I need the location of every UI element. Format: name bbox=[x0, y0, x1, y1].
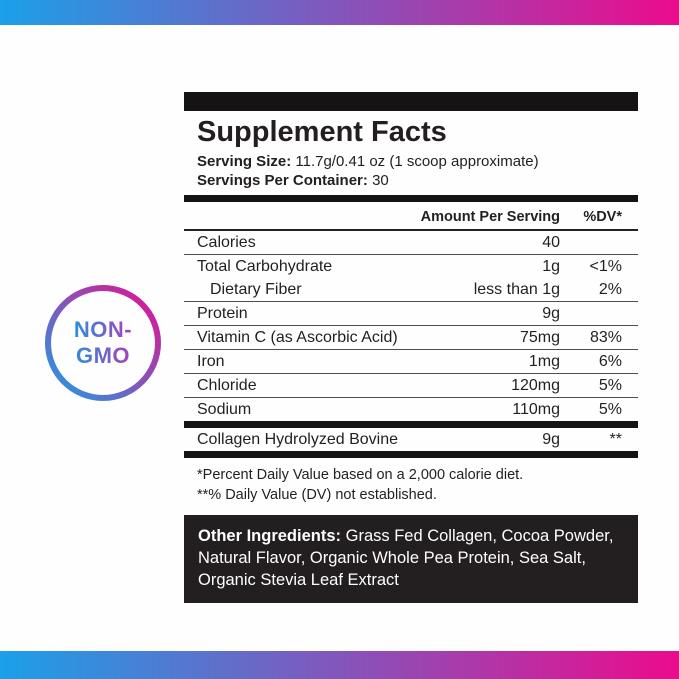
other-ingredients-box: Other Ingredients: Grass Fed Collagen, C… bbox=[184, 515, 638, 603]
row-separator bbox=[184, 397, 638, 398]
nutrient-name: Vitamin C (as Ascorbic Acid) bbox=[197, 328, 398, 346]
nutrient-dv: 6% bbox=[598, 352, 622, 370]
thick-divider bbox=[184, 451, 638, 458]
non-gmo-badge: NON- GMO bbox=[45, 285, 161, 401]
nutrient-name: Iron bbox=[197, 352, 225, 370]
serving-size-label: Serving Size: bbox=[197, 153, 292, 170]
header-percent-dv: %DV* bbox=[583, 209, 622, 225]
table-header-row: Amount Per Serving %DV* bbox=[184, 202, 638, 229]
panel-top-black-bar bbox=[184, 92, 638, 111]
nutrient-row: Total Carbohydrate 1g <1% bbox=[184, 255, 638, 278]
row-separator bbox=[184, 373, 638, 374]
non-gmo-label-line2: GMO bbox=[74, 343, 132, 369]
row-separator bbox=[184, 301, 638, 302]
nutrient-amount: 110mg bbox=[512, 400, 560, 418]
nutrient-name: Sodium bbox=[197, 400, 252, 418]
supplement-facts-panel: Supplement Facts Serving Size: 11.7g/0.4… bbox=[184, 92, 638, 603]
panel-title: Supplement Facts bbox=[197, 116, 447, 148]
footnotes: *Percent Daily Value based on a 2,000 ca… bbox=[184, 458, 638, 515]
serving-size-line: Serving Size: 11.7g/0.41 oz (1 scoop app… bbox=[197, 152, 638, 171]
nutrient-dv: 2% bbox=[598, 280, 622, 298]
non-gmo-badge-inner: NON- GMO bbox=[51, 291, 155, 395]
nutrient-row: Sodium 110mg 5% bbox=[184, 398, 638, 421]
servings-per-container-value: 30 bbox=[372, 172, 389, 189]
nutrient-row: Dietary Fiber less than 1g 2% bbox=[184, 278, 638, 301]
row-separator bbox=[184, 325, 638, 326]
nutrient-name: Calories bbox=[197, 233, 256, 251]
nutrient-dv: 5% bbox=[598, 400, 622, 418]
nutrient-amount: 1g bbox=[542, 257, 560, 275]
nutrient-row: Protein 9g bbox=[184, 302, 638, 325]
nutrient-name: Dietary Fiber bbox=[210, 280, 302, 298]
nutrient-dv: 5% bbox=[598, 376, 622, 394]
nutrient-dv: 83% bbox=[589, 328, 622, 346]
servings-per-container-line: Servings Per Container: 30 bbox=[197, 171, 638, 190]
header-amount-per-serving: Amount Per Serving bbox=[420, 209, 560, 225]
row-separator bbox=[184, 254, 638, 255]
nutrient-rows: Calories 40 Total Carbohydrate 1g <1% Di… bbox=[184, 231, 638, 458]
nutrient-name: Protein bbox=[197, 304, 248, 322]
thick-divider bbox=[184, 195, 638, 202]
nutrient-row: Collagen Hydrolyzed Bovine 9g ** bbox=[184, 428, 638, 451]
non-gmo-label: NON- GMO bbox=[74, 317, 132, 369]
nutrient-amount: less than 1g bbox=[473, 280, 560, 298]
nutrient-amount: 40 bbox=[542, 233, 560, 251]
gradient-bottom-bar bbox=[0, 651, 679, 679]
nutrient-amount: 9g bbox=[542, 430, 560, 448]
servings-per-container-label: Servings Per Container: bbox=[197, 172, 368, 189]
footnote-daily-value: *Percent Daily Value based on a 2,000 ca… bbox=[197, 467, 524, 483]
nutrient-row: Vitamin C (as Ascorbic Acid) 75mg 83% bbox=[184, 326, 638, 349]
other-ingredients-label: Other Ingredients: bbox=[198, 527, 342, 545]
other-ingredients-value: Grass Fed Collagen, Cocoa Powder, Natura… bbox=[198, 527, 614, 589]
thick-divider bbox=[184, 421, 638, 428]
nutrient-row: Iron 1mg 6% bbox=[184, 350, 638, 373]
nutrient-amount: 75mg bbox=[519, 328, 560, 346]
row-separator bbox=[184, 349, 638, 350]
footnote-dv-not-established: **% Daily Value (DV) not established. bbox=[197, 486, 437, 503]
nutrient-row: Chloride 120mg 5% bbox=[184, 374, 638, 397]
nutrient-dv: ** bbox=[609, 430, 622, 448]
nutrient-amount: 120mg bbox=[511, 376, 560, 394]
nutrient-name: Total Carbohydrate bbox=[197, 257, 333, 275]
nutrient-amount: 9g bbox=[542, 304, 560, 322]
nutrient-amount: 1mg bbox=[528, 352, 560, 370]
non-gmo-label-line1: NON- bbox=[73, 317, 133, 342]
nutrient-name: Collagen Hydrolyzed Bovine bbox=[197, 430, 398, 448]
nutrient-name: Chloride bbox=[197, 376, 257, 394]
header-underline bbox=[184, 229, 638, 231]
gradient-top-bar bbox=[0, 0, 679, 25]
nutrient-dv: <1% bbox=[589, 257, 622, 275]
nutrient-row: Calories 40 bbox=[184, 231, 638, 254]
serving-size-value: 11.7g/0.41 oz (1 scoop approximate) bbox=[295, 153, 539, 170]
